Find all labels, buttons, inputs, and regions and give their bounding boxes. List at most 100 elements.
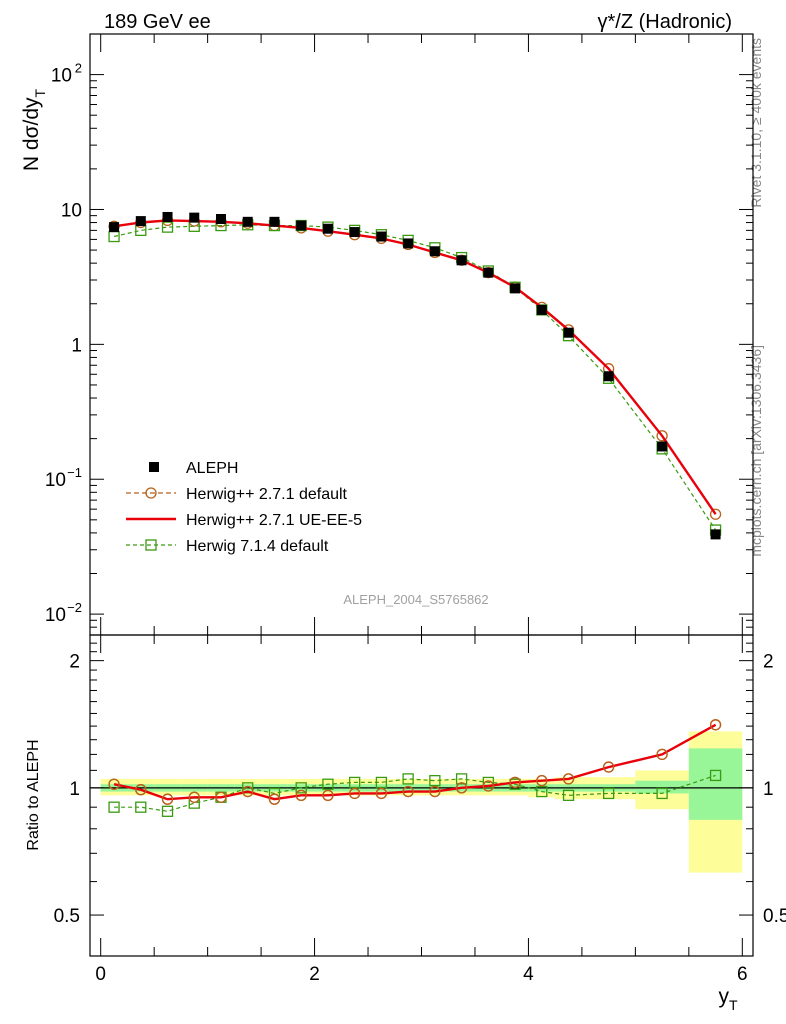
ratio-point (536, 775, 548, 787)
y-tick-label: 10 (45, 470, 66, 491)
ratio-point (295, 789, 307, 801)
x-tick-label: 6 (737, 964, 748, 985)
series-line (113, 224, 717, 531)
ratio-point (602, 761, 615, 773)
ratio-point (322, 789, 334, 801)
data-point (510, 283, 521, 294)
ratio-y-tick-label-right: 0.5 (763, 906, 786, 927)
ratio-point (602, 787, 615, 800)
data-point (429, 246, 440, 257)
ratio-point (709, 769, 722, 782)
ratio-point (268, 793, 281, 805)
source-label: mcplots.cern.ch [arXiv:1306.3436] (748, 345, 764, 557)
analysis-tag: ALEPH_2004_S5765862 (343, 592, 488, 607)
y-tick-label-exponent: −2 (67, 600, 82, 615)
ratio-point (349, 787, 361, 800)
ratio-point (242, 785, 254, 798)
ratio-frame (89, 634, 754, 957)
data-point (109, 222, 120, 233)
data-point (161, 221, 174, 233)
x-axis-title: yT (718, 985, 738, 1013)
data-point (536, 304, 547, 315)
ratio-panel: 0.5 0.5 1 1 2 2 0 2 4 6 (54, 634, 786, 985)
data-point (603, 371, 614, 382)
x-tick-label: 4 (523, 964, 534, 985)
ratio-point (108, 801, 120, 813)
legend: ALEPH Herwig++ 2.7.1 default Herwig++ 2.7.… (126, 460, 362, 555)
ratio-point (562, 789, 575, 801)
data-point (135, 216, 146, 227)
ratio-point (536, 785, 548, 798)
rivet-version-label: Rivet 3.1.10, ≥ 400k events (748, 38, 764, 208)
data-point (456, 255, 467, 266)
y-tick-label: 1 (71, 335, 82, 356)
data-point (162, 211, 173, 222)
data-point (322, 223, 333, 234)
legend-label: ALEPH (186, 460, 238, 477)
ratio-point (455, 773, 468, 785)
ratio-point (135, 801, 147, 813)
data-point (657, 441, 668, 452)
legend-label: Herwig++ 2.7.1 default (186, 486, 348, 503)
ratio-point (482, 780, 494, 792)
ratio-series-herwigpp_ueee5 (108, 719, 722, 805)
legend-label: Herwig++ 2.7.1 UE-EE-5 (186, 512, 362, 529)
ratio-series-layer (108, 719, 722, 817)
ratio-point (402, 773, 414, 785)
data-point (403, 238, 414, 249)
ratio-point (161, 793, 174, 805)
data-point (376, 231, 387, 242)
ratio-point (482, 776, 494, 789)
ratio-point (108, 778, 120, 790)
header-right: γ*/Z (Hadronic) (598, 11, 732, 33)
y-tick-label-exponent: 2 (75, 61, 82, 76)
legend-swatch (149, 462, 159, 472)
legend-marker (145, 487, 157, 499)
ratio-point (375, 776, 388, 789)
ratio-point (135, 784, 147, 796)
legend-item: Herwig++ 2.7.1 UE-EE-5 (126, 512, 362, 529)
data-point (349, 227, 360, 238)
ratio-point (656, 787, 668, 800)
ratio-point (375, 787, 388, 800)
data-point (710, 529, 721, 540)
ratio-line (113, 723, 717, 801)
x-tick-label: 2 (309, 964, 320, 985)
main-y-axis-label: N dσ/dyT (20, 88, 48, 171)
main-series-layer (108, 211, 722, 540)
ratio-point (188, 791, 200, 803)
ratio-point (455, 782, 468, 794)
ratio-point (295, 782, 307, 794)
ratio-y-tick-label-right: 2 (763, 652, 774, 673)
legend-marker (145, 539, 157, 551)
data-point (215, 213, 226, 224)
main-y-axis-title: N dσ/dyT (20, 88, 48, 171)
series-data (109, 211, 721, 540)
ratio-point (429, 785, 441, 798)
ratio-point (349, 776, 361, 789)
legend-item: Herwig++ 2.7.1 default (126, 486, 348, 503)
data-point (108, 230, 120, 243)
ratio-point (215, 791, 227, 803)
data-point (656, 430, 668, 442)
ratio-y-axis-title: Ratio to ALEPH (25, 739, 42, 850)
data-point (242, 216, 253, 227)
ratio-point (322, 778, 334, 790)
uncertainty-band-inner (635, 780, 689, 794)
ratio-point (509, 776, 521, 789)
ratio-y-tick-label: 1 (69, 779, 80, 800)
data-point (563, 327, 574, 338)
ratio-series-herwig7 (108, 769, 722, 817)
ratio-y-tick-label: 2 (69, 652, 80, 673)
data-point (189, 212, 200, 223)
legend-item: ALEPH (149, 460, 238, 477)
y-tick-label: 10 (45, 605, 66, 626)
legend-item: Herwig 7.1.4 default (126, 538, 329, 555)
x-tick-label: 0 (95, 964, 106, 985)
ratio-point (562, 773, 575, 785)
ratio-point (656, 748, 668, 761)
data-point (296, 220, 307, 231)
ratio-y-tick-label-right: 1 (763, 779, 774, 800)
